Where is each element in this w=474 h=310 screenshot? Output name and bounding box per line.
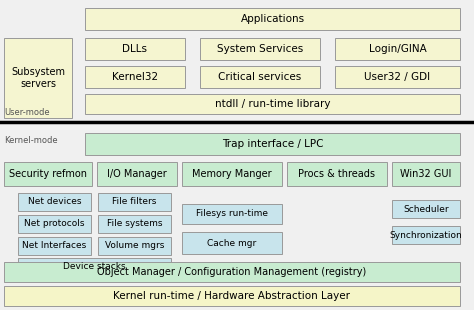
FancyBboxPatch shape — [4, 262, 460, 282]
FancyBboxPatch shape — [182, 204, 282, 224]
Text: ntdll / run-time library: ntdll / run-time library — [215, 99, 330, 109]
FancyBboxPatch shape — [98, 215, 171, 233]
FancyBboxPatch shape — [97, 162, 177, 186]
Text: Synchronization: Synchronization — [390, 231, 462, 240]
Text: I/O Manager: I/O Manager — [107, 169, 167, 179]
Text: DLLs: DLLs — [122, 44, 147, 54]
Text: Applications: Applications — [240, 14, 305, 24]
FancyBboxPatch shape — [85, 133, 460, 155]
Text: Critical services: Critical services — [219, 72, 301, 82]
Text: File systems: File systems — [107, 219, 162, 228]
FancyBboxPatch shape — [4, 162, 92, 186]
FancyBboxPatch shape — [98, 193, 171, 211]
FancyBboxPatch shape — [4, 286, 460, 306]
Text: Scheduler: Scheduler — [403, 205, 449, 214]
FancyBboxPatch shape — [200, 38, 320, 60]
FancyBboxPatch shape — [18, 258, 171, 275]
Text: File filters: File filters — [112, 197, 157, 206]
Text: Net Interfaces: Net Interfaces — [22, 241, 87, 250]
FancyBboxPatch shape — [182, 232, 282, 254]
FancyBboxPatch shape — [392, 226, 460, 244]
Text: Subsystem
servers: Subsystem servers — [11, 67, 65, 89]
FancyBboxPatch shape — [4, 38, 72, 118]
Text: Trap interface / LPC: Trap interface / LPC — [222, 139, 323, 149]
Text: User-mode: User-mode — [4, 108, 50, 117]
FancyBboxPatch shape — [85, 38, 185, 60]
FancyBboxPatch shape — [98, 237, 171, 255]
FancyBboxPatch shape — [18, 193, 91, 211]
Text: Device stacks: Device stacks — [63, 262, 126, 271]
FancyBboxPatch shape — [18, 215, 91, 233]
FancyBboxPatch shape — [18, 237, 91, 255]
Text: Net devices: Net devices — [28, 197, 81, 206]
Text: User32 / GDI: User32 / GDI — [365, 72, 430, 82]
FancyBboxPatch shape — [392, 200, 460, 218]
FancyBboxPatch shape — [287, 162, 387, 186]
Text: Kernel run-time / Hardware Abstraction Layer: Kernel run-time / Hardware Abstraction L… — [113, 291, 350, 301]
Text: Filesys run-time: Filesys run-time — [196, 210, 268, 219]
Text: Security refmon: Security refmon — [9, 169, 87, 179]
Text: Win32 GUI: Win32 GUI — [401, 169, 452, 179]
FancyBboxPatch shape — [85, 66, 185, 88]
Text: Volume mgrs: Volume mgrs — [105, 241, 164, 250]
FancyBboxPatch shape — [85, 94, 460, 114]
Text: Kernel-mode: Kernel-mode — [4, 136, 58, 145]
FancyBboxPatch shape — [335, 66, 460, 88]
Text: Cache mgr: Cache mgr — [207, 238, 256, 247]
Text: Procs & threads: Procs & threads — [299, 169, 375, 179]
Text: Login/GINA: Login/GINA — [369, 44, 427, 54]
FancyBboxPatch shape — [182, 162, 282, 186]
FancyBboxPatch shape — [200, 66, 320, 88]
Text: Object Manager / Configuration Management (registry): Object Manager / Configuration Managemen… — [97, 267, 366, 277]
Text: Memory Manger: Memory Manger — [192, 169, 272, 179]
FancyBboxPatch shape — [335, 38, 460, 60]
FancyBboxPatch shape — [392, 162, 460, 186]
FancyBboxPatch shape — [85, 8, 460, 30]
Text: Kernel32: Kernel32 — [112, 72, 158, 82]
Text: Net protocols: Net protocols — [24, 219, 85, 228]
Text: System Services: System Services — [217, 44, 303, 54]
